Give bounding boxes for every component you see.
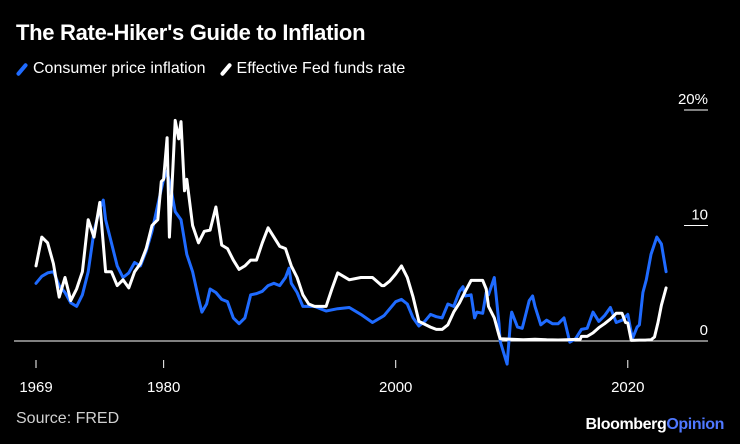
x-tick-label: 2000 [379,379,412,396]
x-tick-label: 1969 [19,379,52,396]
x-tick-label: 1980 [147,379,180,396]
brand-secondary: Opinion [666,416,724,433]
brand-logo: BloombergOpinion [586,416,725,434]
legend: Consumer price inflation Effective Fed f… [15,60,419,78]
series-layer [34,118,668,366]
legend-item-cpi: Consumer price inflation [15,60,206,78]
series-line-fed-funds [34,118,668,342]
axes-layer: 20% 10 0 1969 1980 2000 2020 [14,91,708,396]
legend-item-fed-funds: Effective Fed funds rate [219,60,406,78]
y-tick-label: 0 [700,322,708,339]
legend-label-cpi: Consumer price inflation [33,60,206,77]
x-tick-label: 2020 [611,379,644,396]
legend-label-fed-funds: Effective Fed funds rate [236,60,406,77]
chart-title: The Rate-Hiker's Guide to Inflation [16,20,366,45]
y-tick-label: 20% [678,91,708,108]
series-line-cpi [34,169,668,366]
y-tick-label: 10 [691,207,708,224]
source-note: Source: FRED [16,410,120,427]
brand-primary: Bloomberg [585,416,667,433]
